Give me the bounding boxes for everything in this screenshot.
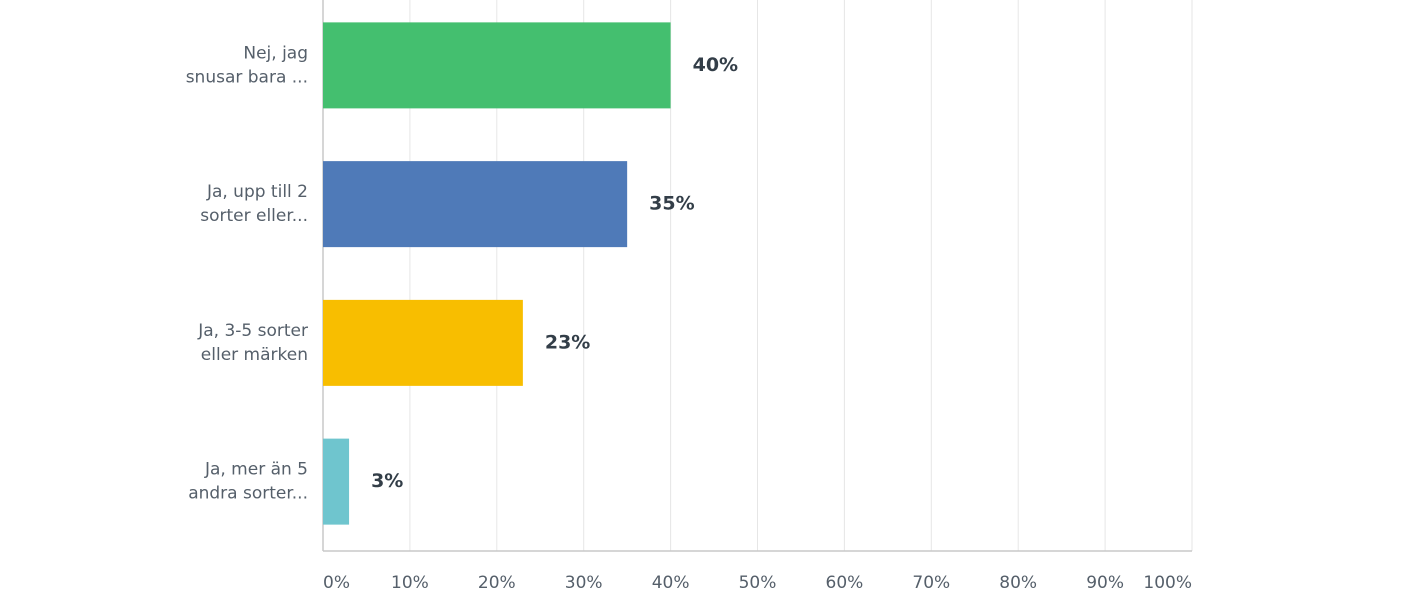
x-tick-label: 80% <box>999 573 1037 593</box>
x-tick-label: 60% <box>826 573 864 593</box>
x-tick-label: 10% <box>391 573 429 593</box>
category-label: Nej, jag <box>243 43 308 63</box>
value-label: 40% <box>693 54 738 76</box>
x-tick-label: 100% <box>1143 573 1192 593</box>
category-label: sorter eller... <box>200 206 308 226</box>
bar <box>323 161 628 248</box>
x-tick-label: 90% <box>1086 573 1124 593</box>
category-label: Ja, upp till 2 <box>206 182 308 202</box>
x-tick-label: 30% <box>565 573 603 593</box>
category-label: snusar bara ... <box>186 67 308 87</box>
category-label: Ja, 3-5 sorter <box>197 321 308 341</box>
category-label: andra sorter... <box>188 484 308 504</box>
value-label: 23% <box>545 331 590 353</box>
value-label: 3% <box>371 470 403 492</box>
x-tick-label: 50% <box>739 573 777 593</box>
bar <box>323 438 350 525</box>
category-label: Ja, mer än 5 <box>204 460 308 480</box>
x-tick-label: 40% <box>652 573 690 593</box>
bar <box>323 22 671 109</box>
bar <box>323 299 523 386</box>
x-tick-label: 20% <box>478 573 516 593</box>
x-tick-label: 0% <box>323 573 350 593</box>
value-label: 35% <box>649 193 694 215</box>
x-tick-label: 70% <box>912 573 950 593</box>
category-label: eller märken <box>201 345 308 365</box>
